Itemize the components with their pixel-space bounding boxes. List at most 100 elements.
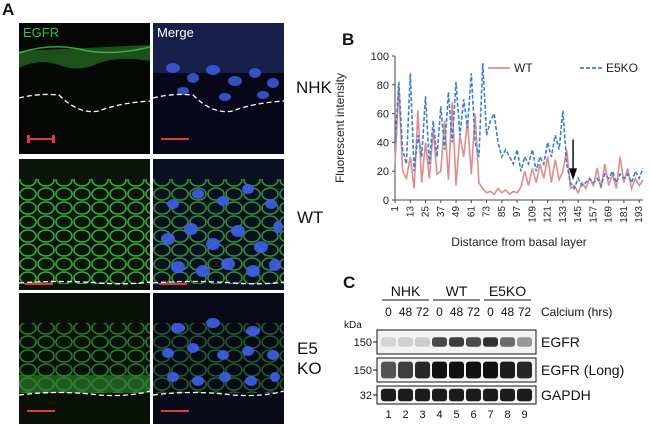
timepoint-label: 0: [487, 305, 494, 319]
timepoint-label: 72: [467, 305, 481, 319]
blot-band: [449, 362, 464, 379]
blot-band: [398, 389, 413, 402]
y-tick-label: 20: [377, 166, 389, 178]
blot-band: [398, 362, 413, 379]
timepoint-label: 72: [416, 305, 430, 319]
blot-band: [466, 362, 481, 379]
blot-band: [432, 337, 447, 347]
x-axis-title: Distance from basal layer: [451, 235, 586, 249]
blot-band: [517, 389, 532, 402]
x-tick-label: 157: [588, 206, 599, 223]
lane-number: 4: [436, 409, 442, 421]
nhk-egfr-image: [19, 23, 150, 154]
mw-marker: 150: [354, 337, 372, 349]
panel-a-letter: A: [2, 0, 14, 20]
blot-band: [500, 337, 515, 347]
y-tick-label: 0: [383, 195, 389, 207]
blot-band: [483, 362, 498, 379]
e5ko-egfr-image: [19, 293, 150, 424]
x-tick-label: 97: [512, 206, 523, 218]
timepoint-label: 0: [436, 305, 443, 319]
timepoint-label: 48: [501, 305, 515, 319]
x-tick-label: 181: [619, 206, 630, 223]
legend-label-wt: WT: [514, 61, 533, 75]
row-label-nhk: NHK: [296, 78, 332, 98]
lane-number: 9: [521, 409, 527, 421]
legend-label-e5ko: E5KO: [606, 61, 638, 75]
nhk-merge-image: [153, 23, 284, 154]
x-tick-label: 133: [558, 206, 569, 223]
blot-band: [381, 362, 396, 379]
blot-band: [449, 337, 464, 347]
mw-marker: 32: [360, 390, 372, 402]
lane-number: 7: [487, 409, 493, 421]
micrograph-e5ko-egfr: [18, 292, 151, 425]
timepoint-label: 48: [450, 305, 464, 319]
blot-band: [517, 337, 532, 347]
y-tick-label: 40: [377, 137, 389, 149]
label-egfr: EGFR: [23, 25, 59, 40]
wt-egfr-image: [19, 159, 150, 290]
x-tick-label: 1: [390, 206, 401, 212]
timepoint-label: 0: [385, 305, 392, 319]
scale-bar: [27, 138, 55, 140]
x-tick-label: 49: [451, 206, 462, 218]
lane-number: 1: [385, 409, 391, 421]
x-tick-label: 25: [421, 206, 432, 218]
lane-number: 2: [402, 409, 408, 421]
blot-band: [432, 389, 447, 402]
timepoint-header: Calcium (hrs): [541, 305, 612, 319]
panel-b-letter: B: [342, 30, 354, 50]
lane-number: 5: [453, 409, 459, 421]
blot-band: [432, 362, 447, 379]
blot-band: [517, 362, 532, 379]
lane-number: 6: [470, 409, 476, 421]
blot-band: [466, 337, 481, 347]
blot-band: [415, 389, 430, 402]
band-label: EGFR: [541, 334, 580, 350]
timepoint-label: 72: [518, 305, 532, 319]
blot-band: [500, 362, 515, 379]
x-tick-label: 109: [527, 206, 538, 223]
intensity-line-chart: 0 20 40 60 80 100 1 13 25 37 49 61 73 85 97 109 121 133 14…: [330, 48, 650, 250]
row-label-e5ko-1: E5: [297, 339, 318, 359]
x-tick-label: 169: [604, 206, 615, 223]
x-tick-label: 121: [543, 206, 554, 223]
y-tick-label: 60: [377, 109, 389, 121]
group-label: NHK: [391, 283, 421, 299]
blot-band: [381, 337, 396, 347]
blot-band: [398, 337, 413, 347]
blot-band: [449, 389, 464, 402]
y-tick-label: 100: [371, 51, 389, 63]
micrograph-wt-merge: [152, 158, 285, 291]
timepoint-label: 48: [399, 305, 413, 319]
blot-band: [415, 362, 430, 379]
band-label: EGFR (Long): [541, 362, 624, 378]
micrograph-e5ko-merge: [152, 292, 285, 425]
e5ko-merge-image: [153, 293, 284, 424]
series-line-wt: [395, 88, 643, 195]
blot-band: [415, 337, 430, 347]
x-tick-label: 85: [497, 206, 508, 218]
micrograph-nhk-merge: Merge: [152, 22, 285, 155]
group-label: E5KO: [489, 283, 526, 299]
x-tick-label: 73: [482, 206, 493, 218]
group-label: WT: [446, 283, 468, 299]
wt-merge-image: [153, 159, 284, 290]
label-merge: Merge: [157, 25, 194, 40]
kda-label: kDa: [344, 320, 362, 331]
row-label-wt: WT: [297, 208, 323, 228]
band-label: GAPDH: [541, 387, 591, 403]
y-axis-title: Fluorescent intensity: [333, 73, 347, 183]
lane-number: 8: [504, 409, 510, 421]
blot-band: [381, 389, 396, 402]
x-tick-label: 145: [573, 206, 584, 223]
micrograph-nhk-egfr: EGFR: [18, 22, 151, 155]
x-tick-label: 61: [466, 206, 477, 218]
micrograph-wt-egfr: [18, 158, 151, 291]
row-label-e5ko-2: KO: [297, 359, 322, 379]
lane-number: 3: [419, 409, 425, 421]
y-tick-label: 80: [377, 80, 389, 92]
blot-band: [500, 389, 515, 402]
